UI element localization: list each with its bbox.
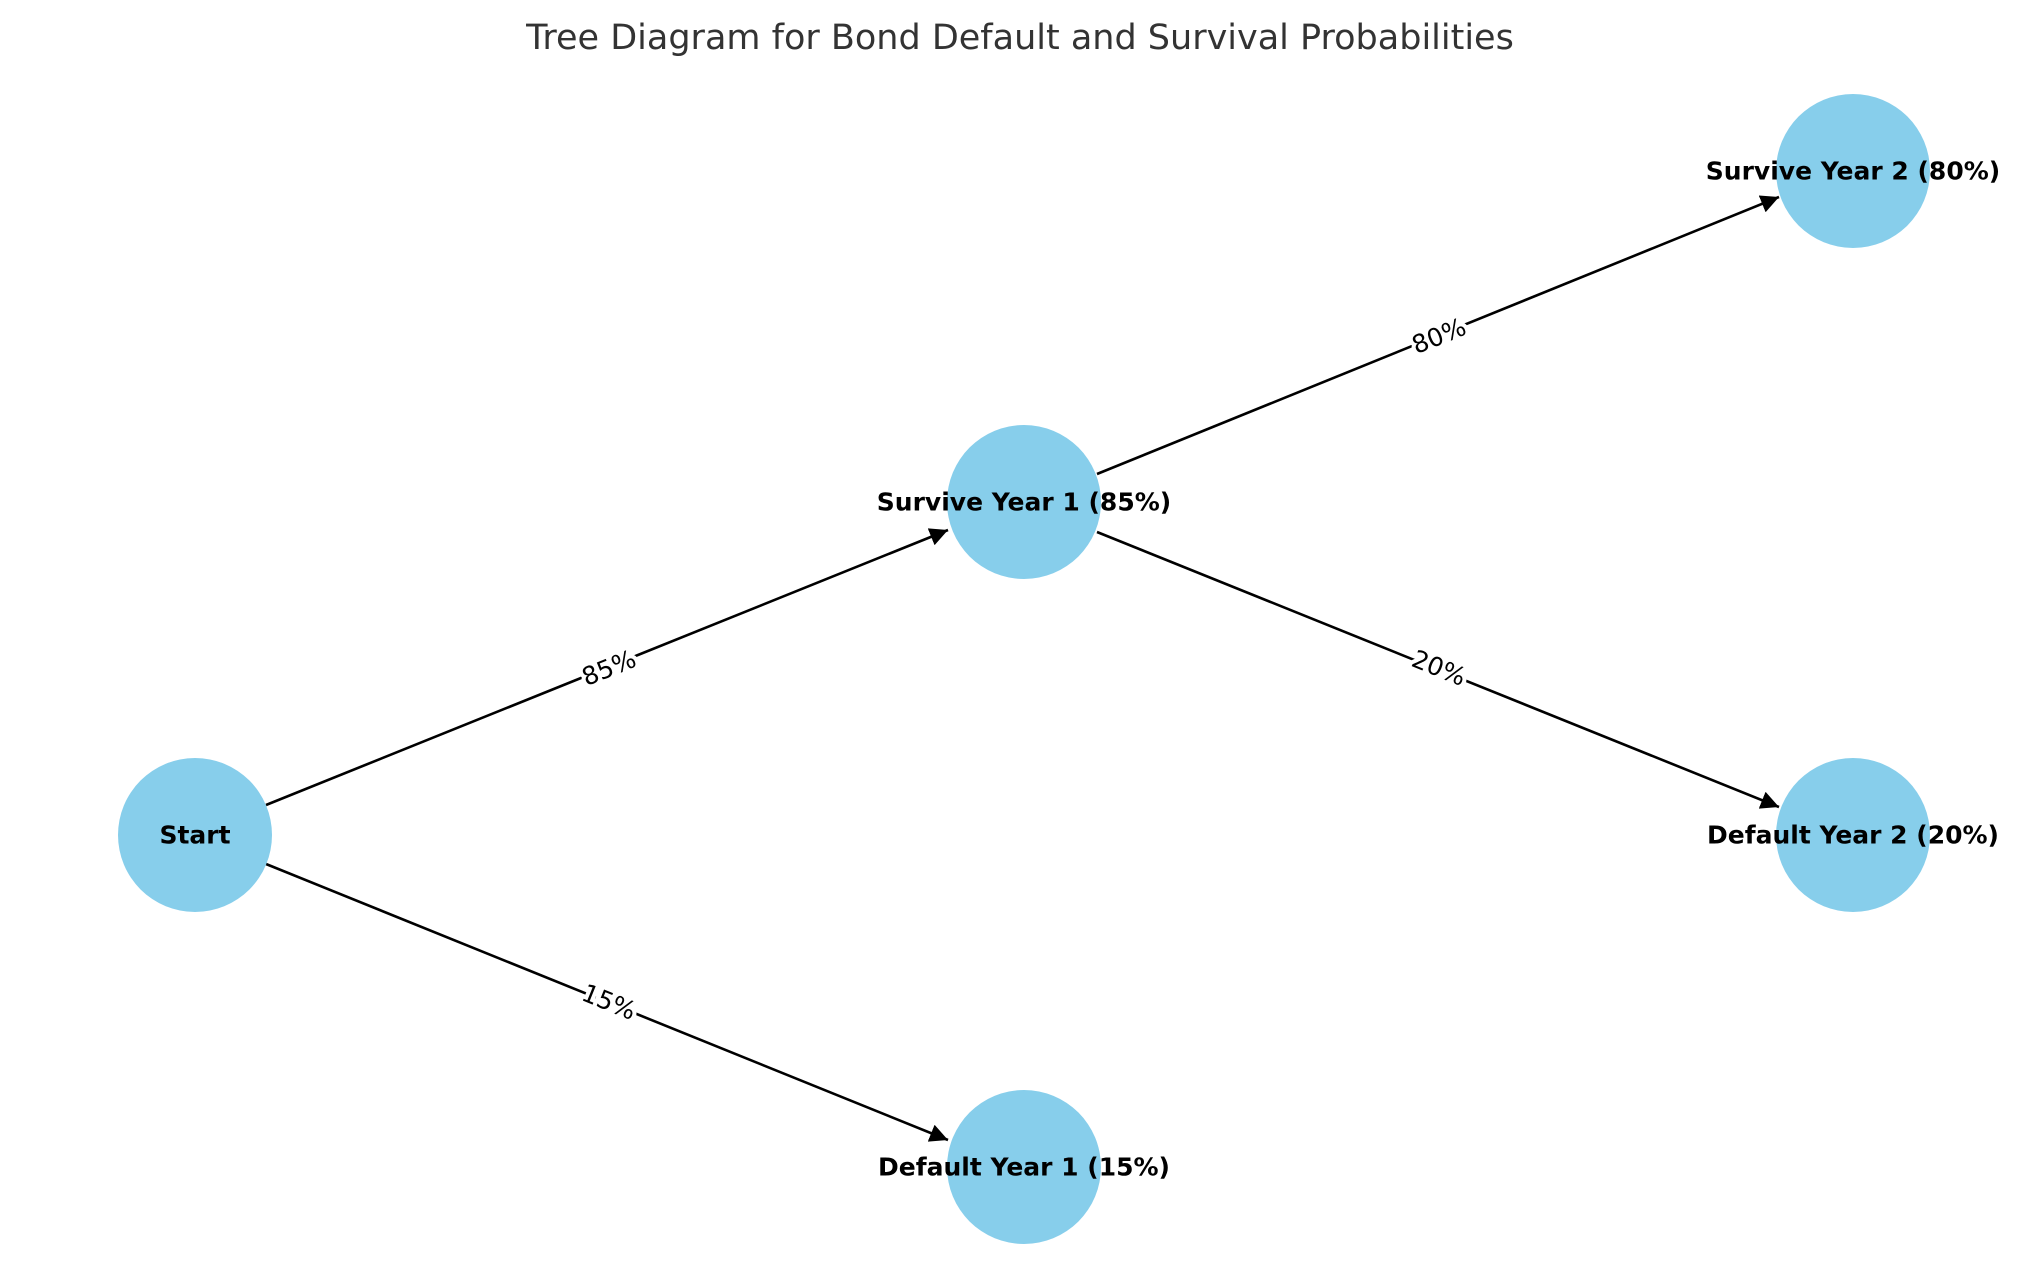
diagram-title: Tree Diagram for Bond Default and Surviv… bbox=[525, 18, 1514, 58]
edge-start-to-default-year-1: 15% bbox=[265, 862, 949, 1142]
edge-start-to-survive-year-1: 85% bbox=[265, 528, 949, 807]
edge-survive-year-1-to-survive-year-2: 80% bbox=[1096, 195, 1780, 476]
edge-label-start-to-survive-year-1: 85% bbox=[578, 644, 640, 692]
node-start: Start bbox=[118, 758, 272, 912]
node-survive-year-1: Survive Year 1 (85%) bbox=[877, 425, 1171, 579]
node-default-year-1-circle bbox=[947, 1090, 1101, 1244]
node-default-year-2-circle bbox=[1776, 758, 1930, 912]
node-start-circle bbox=[118, 758, 272, 912]
edge-label-survive-year-1-to-default-year-2: 20% bbox=[1408, 644, 1470, 692]
edge-survive-year-1-to-default-year-2: 20% bbox=[1096, 530, 1780, 809]
edge-label-start-to-default-year-1: 15% bbox=[578, 978, 640, 1026]
node-default-year-1-label: Default Year 1 (15%) bbox=[878, 1153, 1170, 1182]
node-survive-year-1-circle bbox=[947, 425, 1101, 579]
node-default-year-1: Default Year 1 (15%) bbox=[878, 1090, 1170, 1244]
node-default-year-2: Default Year 2 (20%) bbox=[1707, 758, 1999, 912]
node-survive-year-2-label: Survive Year 2 (80%) bbox=[1706, 157, 2000, 186]
node-default-year-2-label: Default Year 2 (20%) bbox=[1707, 821, 1999, 850]
node-survive-year-1-label: Survive Year 1 (85%) bbox=[877, 488, 1171, 517]
edge-label-survive-year-1-to-survive-year-2: 80% bbox=[1408, 312, 1470, 360]
node-survive-year-2-circle bbox=[1776, 94, 1930, 248]
node-start-label: Start bbox=[159, 821, 230, 850]
node-survive-year-2: Survive Year 2 (80%) bbox=[1706, 94, 2000, 248]
